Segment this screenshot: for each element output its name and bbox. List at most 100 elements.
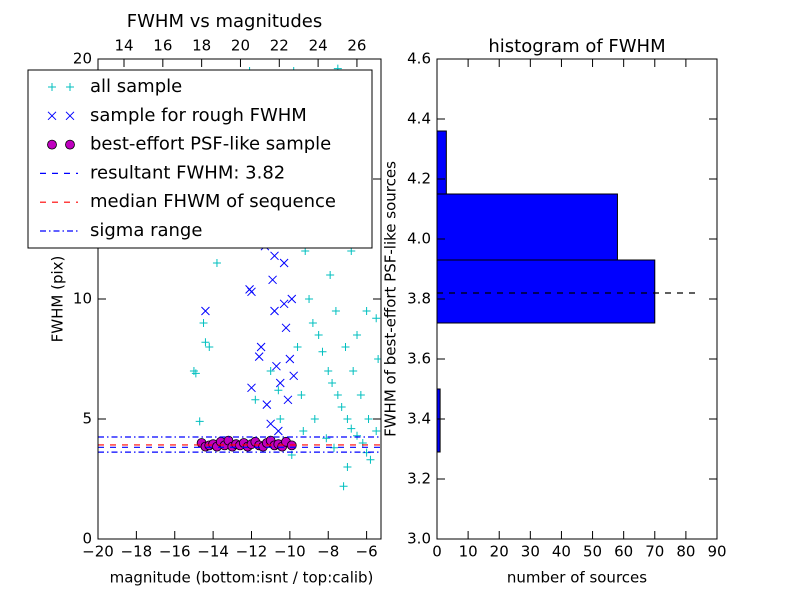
legend-label: all sample (90, 76, 182, 97)
x-marker (201, 306, 210, 316)
plus-marker (333, 391, 342, 399)
x-tick-label: −16 (159, 543, 191, 561)
legend-marker (47, 139, 57, 150)
plus-marker (372, 427, 381, 435)
x-tick-label: 10 (459, 543, 478, 561)
plus-marker (347, 424, 356, 433)
plus-marker (293, 343, 302, 351)
x-marker (254, 352, 264, 361)
x-tick-label: −10 (274, 543, 306, 561)
x-marker (270, 251, 279, 261)
plus-marker (274, 386, 283, 395)
plus-marker (322, 434, 331, 443)
y-tick-label: 3.2 (407, 470, 431, 488)
plus-marker (366, 455, 375, 464)
x-tick-label: −8 (317, 543, 339, 561)
y-tick-label: 20 (73, 50, 92, 68)
x-tick-label: 40 (552, 543, 571, 561)
plus-marker (310, 415, 319, 423)
plus-marker (297, 391, 306, 399)
legend-label: resultant FWHM: 3.82 (90, 162, 285, 183)
x-marker (275, 378, 285, 388)
x-marker (285, 354, 295, 364)
x-marker (289, 371, 299, 381)
plus-marker (353, 431, 362, 440)
chart-title: histogram of FWHM (488, 36, 665, 57)
plus-marker (353, 331, 362, 339)
legend-marker (48, 83, 56, 91)
plus-marker (326, 271, 335, 279)
y-tick-label: 3.0 (407, 530, 431, 548)
plus-marker (358, 439, 367, 447)
y-tick-label: 3.6 (407, 350, 431, 368)
y-tick-label: 0 (82, 530, 92, 548)
x-marker (287, 294, 297, 304)
plus-marker (199, 319, 208, 327)
plus-marker (195, 417, 204, 426)
x-marker (247, 287, 256, 297)
x-marker (279, 299, 289, 309)
x-marker (262, 400, 272, 409)
y-tick-label: 4.6 (407, 50, 431, 68)
y-tick-label: 10 (73, 290, 92, 308)
x-tick-label: 60 (614, 543, 633, 561)
x-marker (270, 306, 279, 316)
x2-tick-label: 26 (347, 37, 366, 55)
x2-tick-label: 22 (270, 37, 289, 55)
legend-box (27, 69, 373, 249)
legend-label: median FHWM of sequence (90, 191, 336, 212)
plus-marker (341, 343, 350, 351)
plus-marker (276, 415, 285, 423)
x-tick-label: −12 (236, 543, 268, 561)
legend-label: best-effort PSF-like sample (90, 134, 331, 155)
plus-marker (318, 347, 327, 356)
y-axis-label: FWHM (pix) (49, 256, 67, 343)
plus-marker (337, 403, 346, 411)
x-tick-label: 90 (707, 543, 726, 561)
y-tick-label: 3.8 (407, 290, 431, 308)
plus-marker (372, 314, 381, 323)
x-tick-label: 0 (432, 543, 442, 561)
x-axis-label: magnitude (bottom:isnt / top:calib) (110, 569, 374, 587)
plus-marker (343, 463, 352, 471)
legend-label: sample for rough FWHM (90, 105, 307, 126)
plus-marker (331, 307, 340, 315)
plus-marker (212, 259, 221, 267)
chart-title: FWHM vs magnitudes (127, 11, 322, 32)
y-tick-label: 5 (82, 410, 92, 428)
x-marker (273, 426, 283, 436)
plus-marker (314, 331, 323, 339)
plus-marker (266, 367, 275, 375)
x-marker (266, 419, 276, 429)
plus-marker (362, 307, 371, 315)
x-axis-label: number of sources (507, 569, 647, 587)
plus-marker (339, 482, 348, 491)
x-marker (279, 258, 289, 268)
x-marker (283, 395, 293, 405)
x-tick-label: 80 (676, 543, 695, 561)
y-tick-label: 4.2 (407, 170, 431, 188)
histogram-bar (436, 193, 618, 261)
plus-marker (356, 391, 365, 399)
plus-marker (343, 415, 352, 423)
x-tick-label: 20 (490, 543, 509, 561)
x2-tick-label: 16 (153, 37, 172, 55)
x2-tick-label: 18 (192, 37, 211, 55)
y-tick-label: 3.4 (407, 410, 431, 428)
x-tick-label: −18 (121, 543, 153, 561)
x2-tick-label: 24 (309, 37, 328, 55)
x-tick-label: 70 (645, 543, 664, 561)
x-tick-label: 50 (583, 543, 602, 561)
x-marker (268, 275, 277, 285)
x-marker (272, 361, 281, 371)
plus-marker (299, 427, 308, 435)
x-tick-label: 30 (521, 543, 540, 561)
plus-marker (191, 369, 200, 378)
plus-marker (251, 395, 260, 404)
legend: all sample sample for rough FWHM best-effo… (27, 69, 373, 249)
x-marker (281, 323, 291, 333)
plus-marker (349, 367, 358, 375)
x-tick-label: −6 (356, 543, 378, 561)
y-tick-label: 4.4 (407, 110, 431, 128)
